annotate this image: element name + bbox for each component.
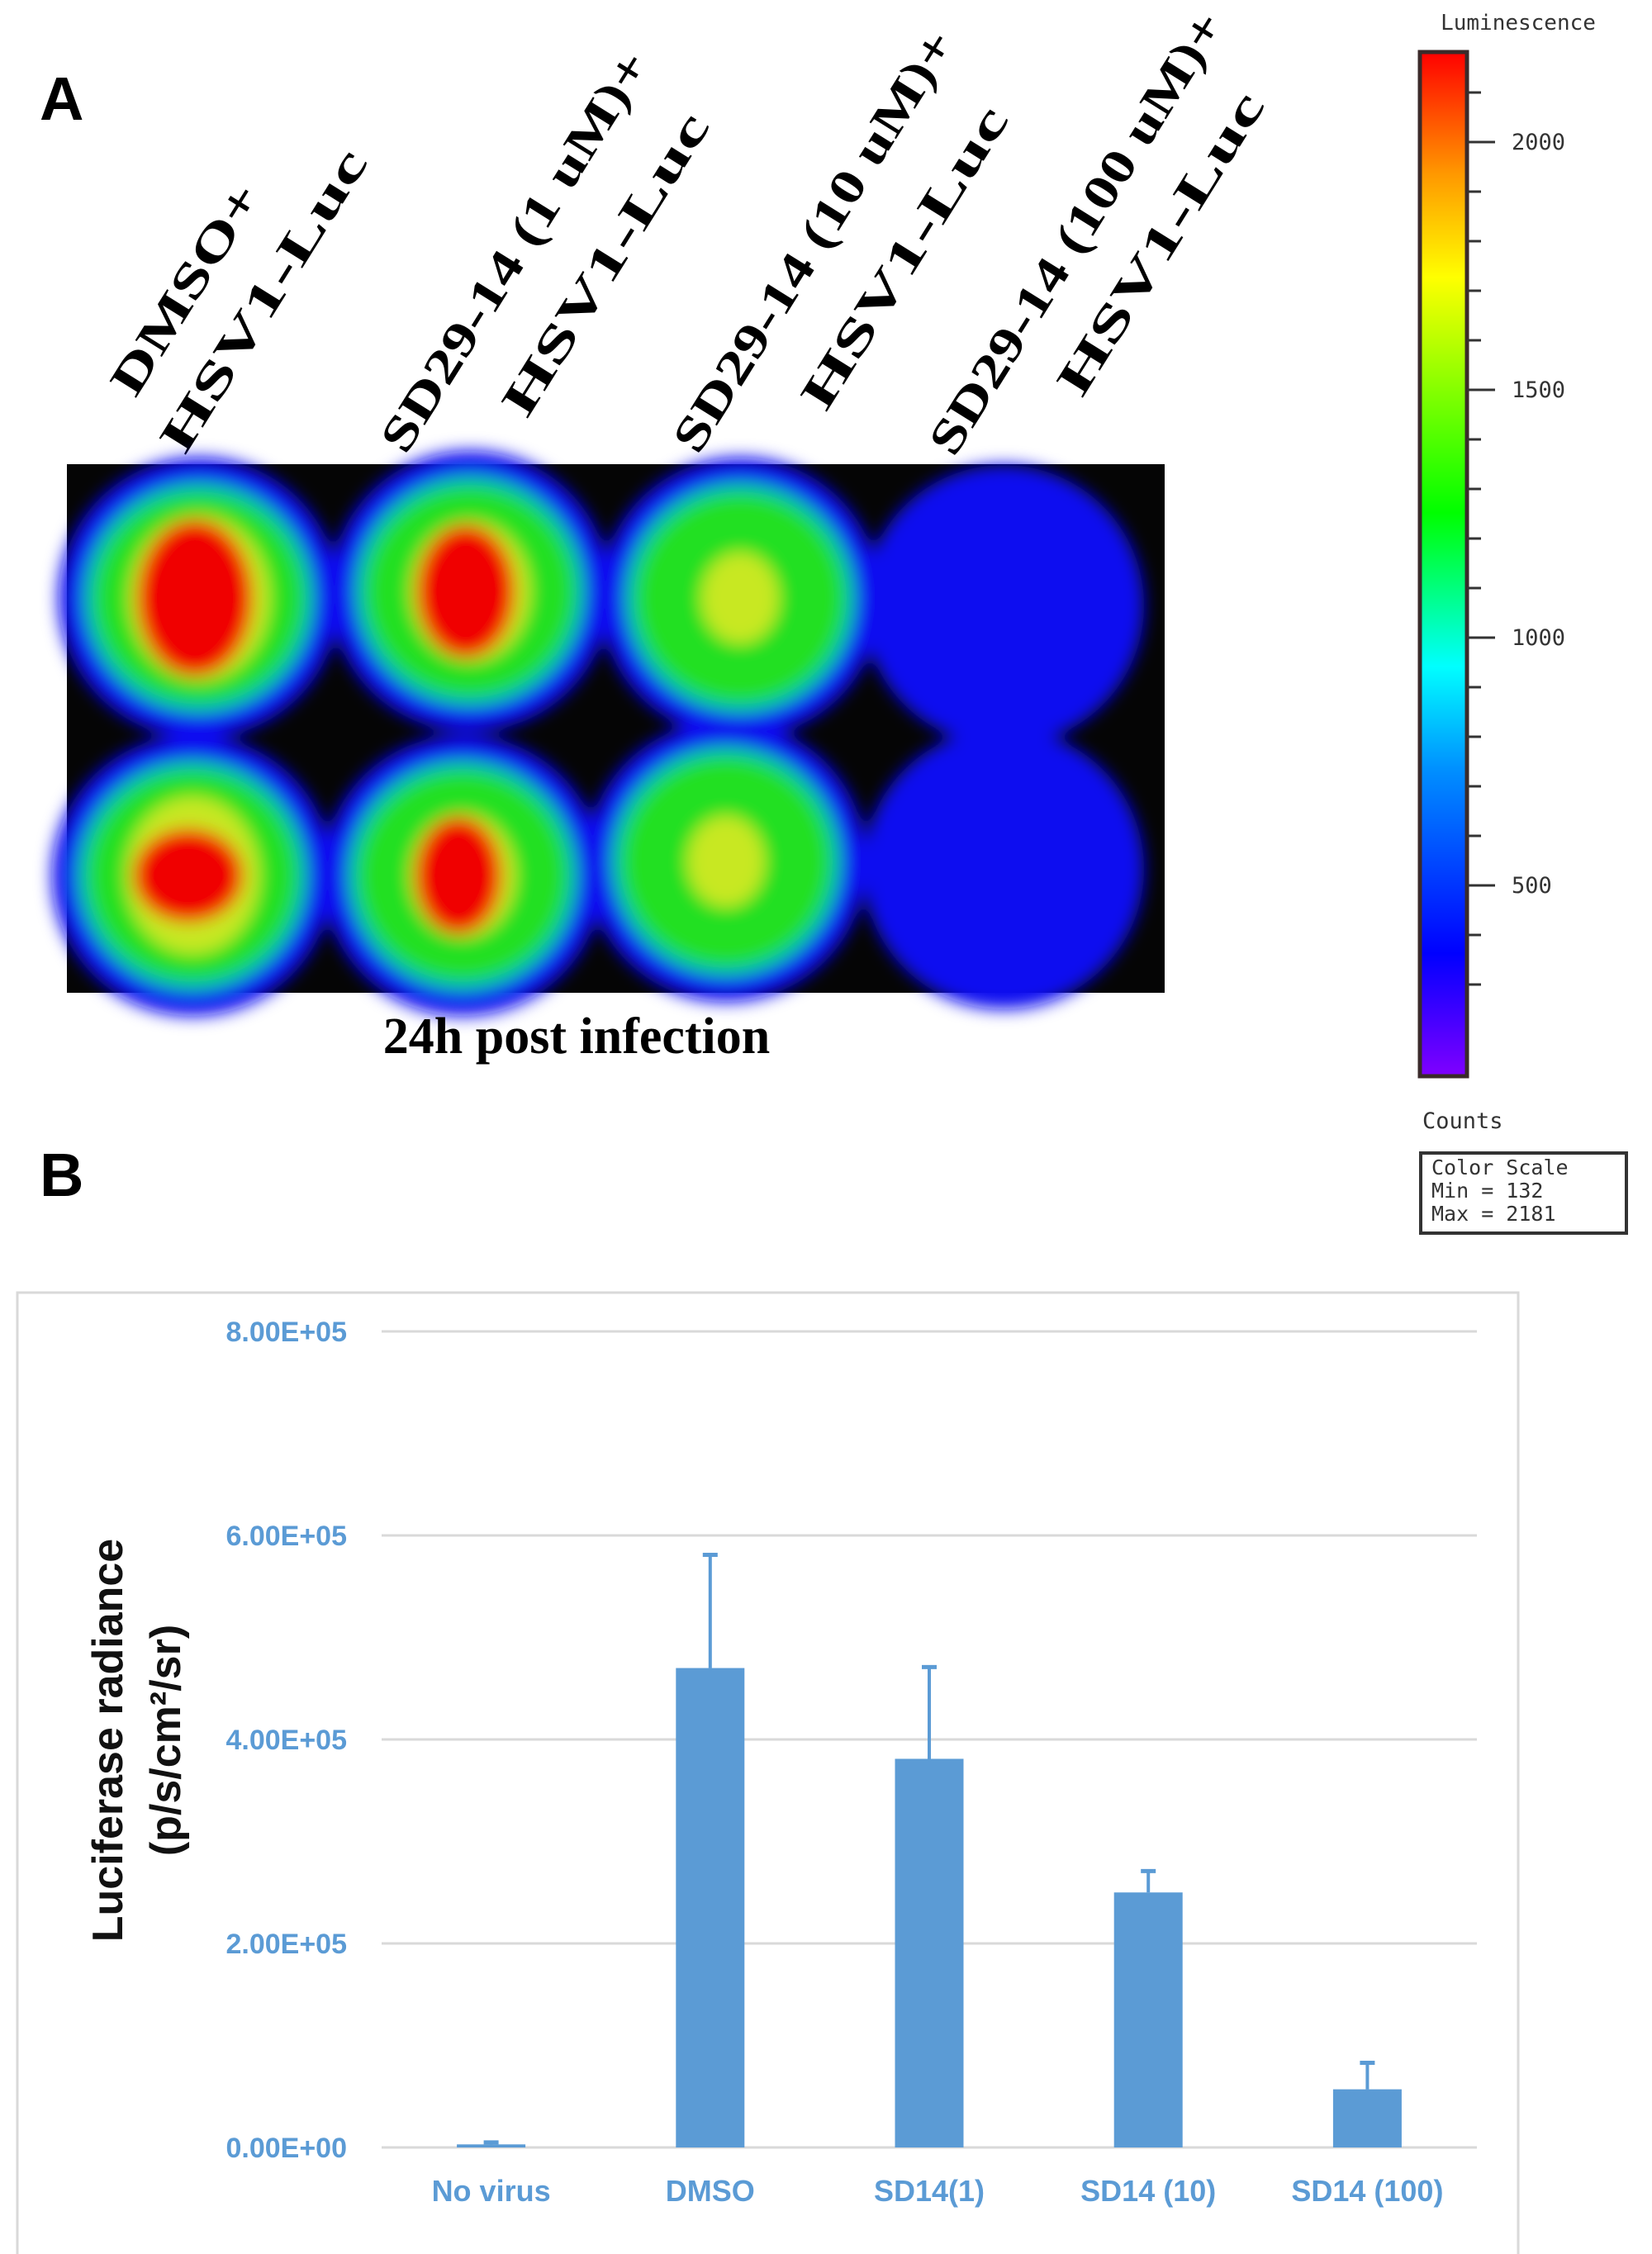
well-signal — [600, 458, 881, 738]
y-tick-label: 4.00E+05 — [225, 1725, 347, 1756]
colorbar-gradient — [1417, 50, 1469, 1079]
x-tick-label: SD14 (10) — [1080, 2174, 1216, 2208]
luminescence-plate-image — [52, 451, 1165, 1016]
colorbar-unit-label: Counts — [1422, 1108, 1503, 1134]
colorbar-title: Luminescence — [1441, 11, 1596, 36]
x-tick-label: SD14(1) — [874, 2174, 985, 2208]
chart-frame — [16, 1291, 1520, 2254]
well-signal — [863, 465, 1144, 746]
bar — [1332, 2089, 1402, 2147]
colorbar-tick-label: 1000 — [1512, 625, 1565, 651]
bar — [676, 1668, 745, 2147]
x-tick-label: No virus — [432, 2174, 551, 2208]
panel-a-label: A — [40, 64, 83, 133]
color-scale-box — [1419, 1151, 1628, 1235]
x-tick-label: SD14 (100) — [1291, 2174, 1443, 2208]
colorbar-tick-label: 2000 — [1512, 130, 1565, 155]
colorbar-tick-label: 500 — [1512, 873, 1552, 899]
well-signal — [52, 735, 333, 1016]
y-axis-label-line1: Luciferase radiance — [84, 1539, 132, 1942]
y-tick-label: 2.00E+05 — [225, 1929, 347, 1960]
bar — [1113, 1892, 1183, 2147]
color-scale-min: Min = 132 — [1431, 1179, 1543, 1203]
well-signal — [322, 735, 603, 1016]
y-tick-label: 8.00E+05 — [225, 1317, 347, 1348]
x-tick-label: DMSO — [666, 2174, 755, 2208]
plate-caption: 24h post infection — [383, 1008, 770, 1065]
well-signal — [59, 458, 339, 738]
colorbar-tick-label: 1500 — [1512, 377, 1565, 403]
y-axis-label-line2: (p/s/cm²/sr) — [142, 1625, 190, 1856]
bar-chart: 0.00E+00 2.00E+05 4.00E+05 6.00E+05 8.00E+05… — [84, 1317, 1477, 2208]
well-signal — [330, 451, 610, 732]
bar — [895, 1758, 964, 2147]
y-tick-label: 6.00E+05 — [225, 1521, 347, 1552]
well-signal — [863, 728, 1144, 1009]
well-signal — [586, 721, 866, 1002]
condition-labels: DMSO+HSV1-Luc SD29-14 (1 uM)+HSV1-Luc SD29… — [99, 2, 1275, 464]
color-scale-title: Color Scale — [1431, 1155, 1569, 1179]
bar — [457, 2144, 526, 2147]
panel-b-label: B — [40, 1141, 83, 1209]
y-tick-label: 0.00E+00 — [225, 2133, 347, 2164]
color-scale-max: Max = 2181 — [1431, 1202, 1556, 1226]
colorbar: Luminescence 2000 1500 1000 500 Counts Colo… — [1417, 11, 1628, 1235]
